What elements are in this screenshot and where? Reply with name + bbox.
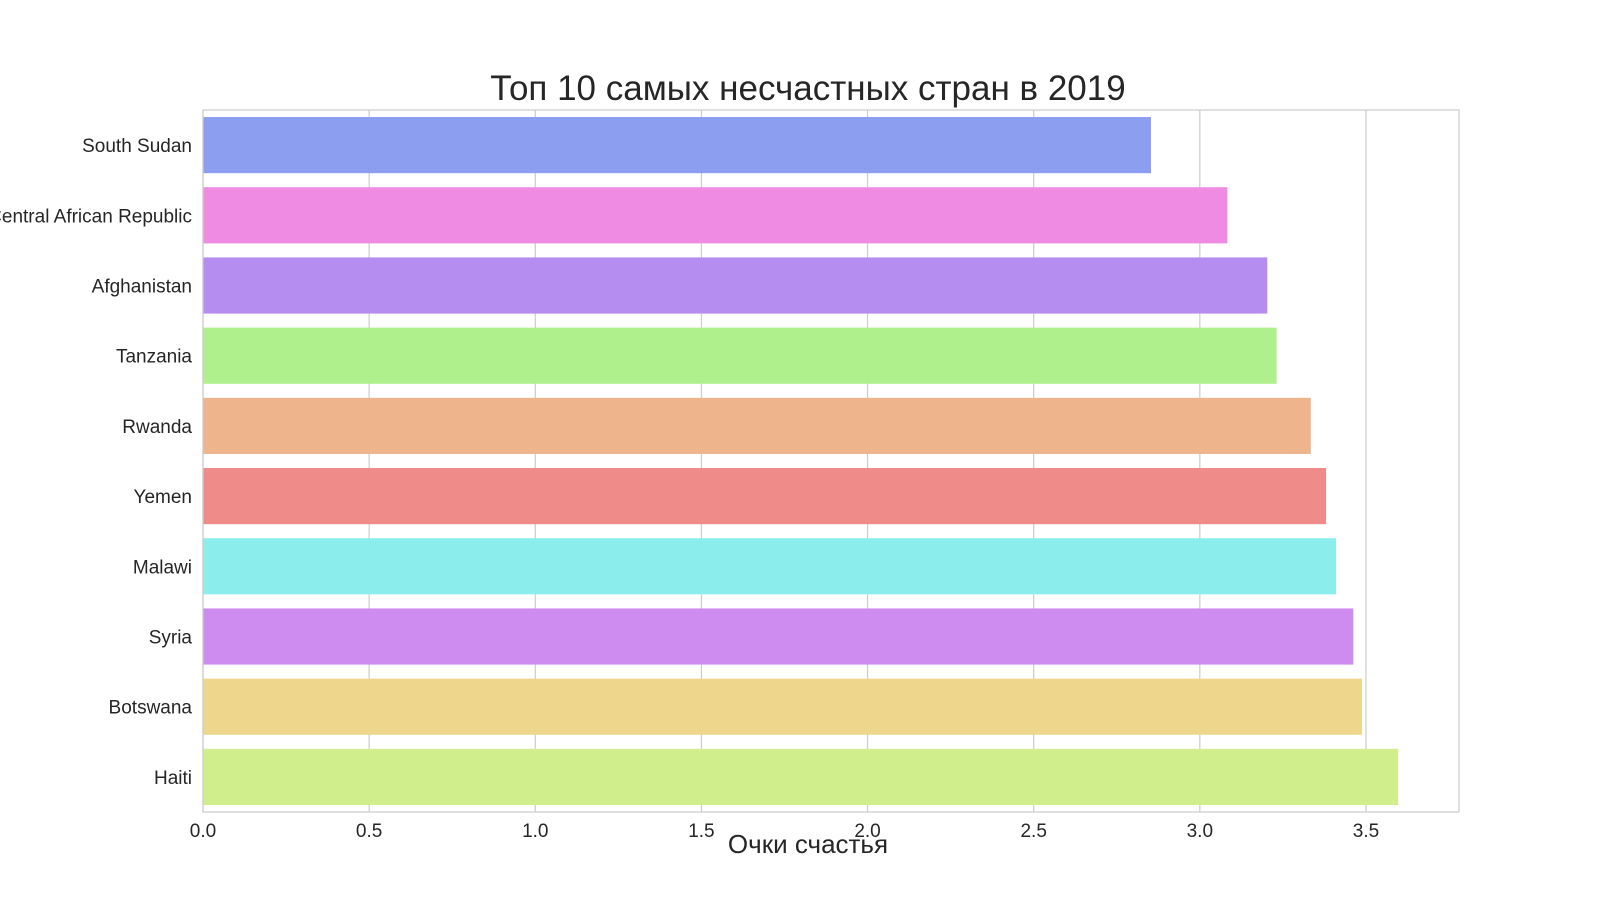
bars [203, 117, 1399, 805]
x-tick-label: 0.5 [356, 821, 382, 842]
y-tick-label: Syria [149, 628, 193, 649]
y-tick-label: Malawi [133, 557, 192, 578]
bar [203, 397, 1311, 454]
bar [203, 117, 1151, 174]
bar [203, 468, 1327, 525]
x-axis-label: Очки счастья [728, 829, 888, 859]
x-tick-labels: 0.0 0.5 1.0 1.5 2.0 2.5 3.0 3.5 [190, 821, 1379, 842]
x-tick-label: 2.5 [1020, 821, 1046, 842]
x-tick-label: 1.5 [688, 821, 714, 842]
chart-title: Топ 10 самых несчастных стран в 2019 [490, 69, 1125, 108]
y-tick-label: Haiti [154, 768, 192, 789]
y-tick-label: Yemen [134, 487, 192, 508]
y-tick-label: Botswana [109, 698, 193, 719]
bar [203, 257, 1268, 314]
bar [203, 608, 1354, 665]
x-tick-label: 1.0 [522, 821, 548, 842]
y-tick-label: South Sudan [82, 136, 192, 157]
bar [203, 187, 1228, 244]
y-tick-labels: South Sudan Central African Republic Afgha… [0, 136, 192, 789]
bar [203, 327, 1277, 384]
y-tick-label: Afghanistan [92, 277, 192, 298]
y-tick-label: Tanzania [116, 347, 192, 368]
bar [203, 748, 1399, 805]
x-tick-label: 0.0 [190, 821, 216, 842]
x-tick-label: 3.5 [1353, 821, 1379, 842]
y-tick-label: Rwanda [122, 417, 192, 438]
y-tick-label: Central African Republic [0, 206, 192, 227]
bar [203, 678, 1362, 735]
x-tick-label: 3.0 [1187, 821, 1213, 842]
x-tick-label: 2.0 [854, 821, 880, 842]
plot-frame [202, 109, 1460, 813]
bar [203, 538, 1337, 595]
